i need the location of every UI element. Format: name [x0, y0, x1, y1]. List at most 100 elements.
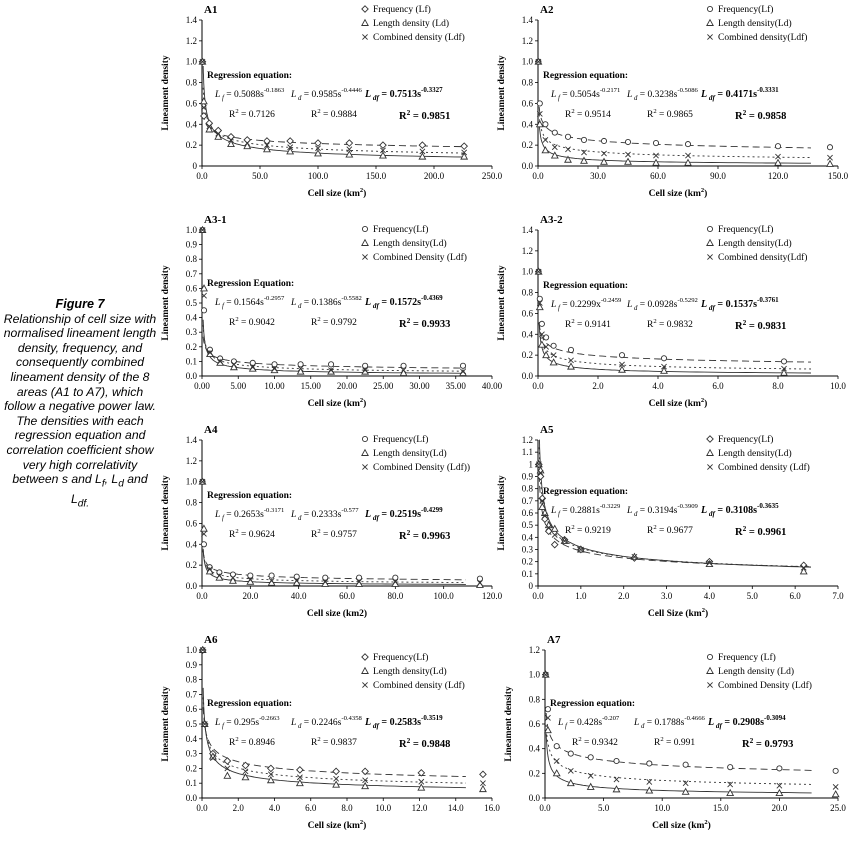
equation-lf: L f = 0.2653s-0.3171	[214, 507, 284, 522]
x-tick-label: 6.0	[790, 591, 802, 601]
legend-label: Frequency (Lf)	[373, 4, 431, 15]
y-tick-label: 0.4	[529, 744, 541, 754]
y-tick-label: 1.0	[522, 267, 534, 277]
data-point-series-2	[543, 725, 552, 734]
x-tick-label: 3.0	[661, 591, 673, 601]
fit-curve-3	[545, 724, 812, 785]
x-tick-label: 6.0	[712, 381, 724, 391]
y-tick-label: 1.0	[186, 477, 198, 487]
equation-lf: L f = 0.2299x-0.2459	[550, 297, 622, 312]
r2-ldf: R2 = 0.9848	[399, 736, 450, 750]
chart-a3-1: 0.0 0.1 0.2 0.3 0.4 0.5 0.6 0.7 0.8 0.9 1.0 0.00 5.0…	[161, 214, 503, 409]
legend-label: Length density(Ld)	[718, 238, 792, 249]
x-tick-label: 4.0	[652, 381, 664, 391]
data-point-series-3	[215, 130, 222, 137]
y-axis-label: Lineament density	[504, 686, 514, 761]
y-axis-label: Lineament density	[497, 55, 507, 130]
y-tick-label: 0.2	[522, 557, 533, 567]
x-tick-label: 10.00	[264, 381, 285, 391]
legend-marker	[362, 254, 368, 260]
x-tick-label: 5.0	[747, 591, 759, 601]
data-point-series-3	[209, 755, 216, 761]
legend-label: Length density (Ld)	[373, 18, 449, 29]
data-point-series-1	[600, 137, 608, 145]
panel-title: A5	[540, 424, 554, 436]
data-point-series-1	[379, 141, 387, 149]
figure-caption-body: Relationship of cell size with normalise…	[3, 311, 157, 487]
y-tick-label: 0.7	[522, 496, 534, 506]
data-point-series-3	[207, 349, 213, 356]
data-point-series-2	[223, 771, 232, 779]
data-point-series-2	[541, 146, 550, 154]
r2-ld: R2 = 0.9837	[311, 736, 357, 748]
data-point-series-2	[248, 364, 257, 372]
y-tick-label: 1.2	[186, 36, 197, 46]
data-point-series-1	[227, 132, 235, 141]
data-point-series-3	[230, 574, 236, 581]
data-point-series-3	[362, 367, 369, 374]
y-tick-label: 0.9	[186, 660, 198, 670]
data-point-series-3	[567, 767, 574, 774]
data-point-series-3	[577, 546, 584, 553]
r2-ld: R2 = 0.9677	[647, 524, 693, 536]
data-point-series-3	[322, 578, 329, 585]
r2-ld: R2 = 0.9757	[311, 528, 357, 540]
data-point-series-2	[243, 141, 252, 150]
legend-label: Length density(Ld)	[718, 18, 792, 29]
legend-label: Combined density(Ldf)	[718, 32, 807, 43]
data-point-series-1	[660, 355, 668, 362]
fit-curve-1	[538, 474, 812, 568]
data-point-series-1	[268, 572, 275, 579]
x-tick-label: 8.0	[772, 381, 784, 391]
fit-curve-2	[545, 733, 812, 794]
y-tick-label: 0.4	[186, 313, 198, 323]
figure-caption-title: Figure 7	[55, 297, 105, 311]
data-point-series-2	[459, 368, 467, 377]
data-point-series-3	[682, 780, 689, 787]
panel-title: A1	[204, 4, 217, 16]
equation-lf: L f = 0.5054s-0.2171	[550, 87, 620, 102]
data-point-series-2	[831, 790, 840, 798]
legend-marker	[361, 448, 369, 456]
x-tick-label: 120.0	[768, 171, 789, 181]
y-tick-label: 1.1	[522, 447, 533, 457]
r2-ld: R2 = 0.9792	[311, 316, 357, 328]
data-point-series-3	[800, 564, 807, 571]
y-tick-label: 1.0	[186, 225, 198, 235]
data-point-series-2	[567, 362, 575, 370]
data-point-series-3	[230, 361, 237, 368]
data-point-series-3	[267, 771, 274, 778]
legend-label: Frequency(Lf)	[718, 224, 773, 235]
x-axis-label: Cell size (km2)	[649, 397, 708, 409]
x-tick-label: 30.00	[409, 381, 430, 391]
data-point-series-2	[550, 151, 559, 159]
legend-marker	[707, 254, 713, 260]
y-tick-label: 0.6	[522, 308, 534, 318]
data-point-series-1	[682, 761, 689, 768]
y-tick-label: 0.4	[522, 119, 534, 129]
equation-ldf: L df = 0.4171s-0.3331	[700, 86, 779, 102]
regression-title: Regression equation:	[207, 699, 292, 709]
x-tick-label: 10.0	[654, 803, 670, 813]
chart-a5: 0 0.1 0.2 0.3 0.4 0.5 0.6 0.7 0.8 0.9 1 1.1 1.2 0.0 1.…	[497, 424, 844, 619]
x-tick-label: 100.0	[434, 591, 455, 601]
data-point-series-2	[228, 576, 237, 584]
caption-mid: , L	[104, 472, 119, 487]
data-point-series-3	[631, 553, 638, 560]
data-point-series-1	[613, 757, 620, 765]
x-tick-label: 7.0	[832, 591, 844, 601]
chart-a4: 0.0 0.2 0.4 0.6 0.8 1.0 1.2 1.4 0.0 20.0 40.0 60.0 8…	[161, 424, 503, 619]
data-point-series-2	[566, 778, 575, 787]
data-point-series-3	[541, 512, 548, 519]
y-tick-label: 0	[529, 581, 534, 591]
data-point-series-3	[550, 352, 557, 359]
data-point-series-1	[200, 112, 208, 120]
data-point-series-2	[229, 363, 238, 371]
data-point-series-2	[618, 365, 626, 373]
y-tick-label: 0.6	[186, 704, 198, 714]
y-tick-label: 1.2	[522, 36, 533, 46]
data-point-series-3	[476, 579, 483, 586]
data-point-series-3	[706, 559, 713, 566]
data-point-series-3	[646, 779, 653, 785]
data-point-series-1	[550, 342, 557, 349]
